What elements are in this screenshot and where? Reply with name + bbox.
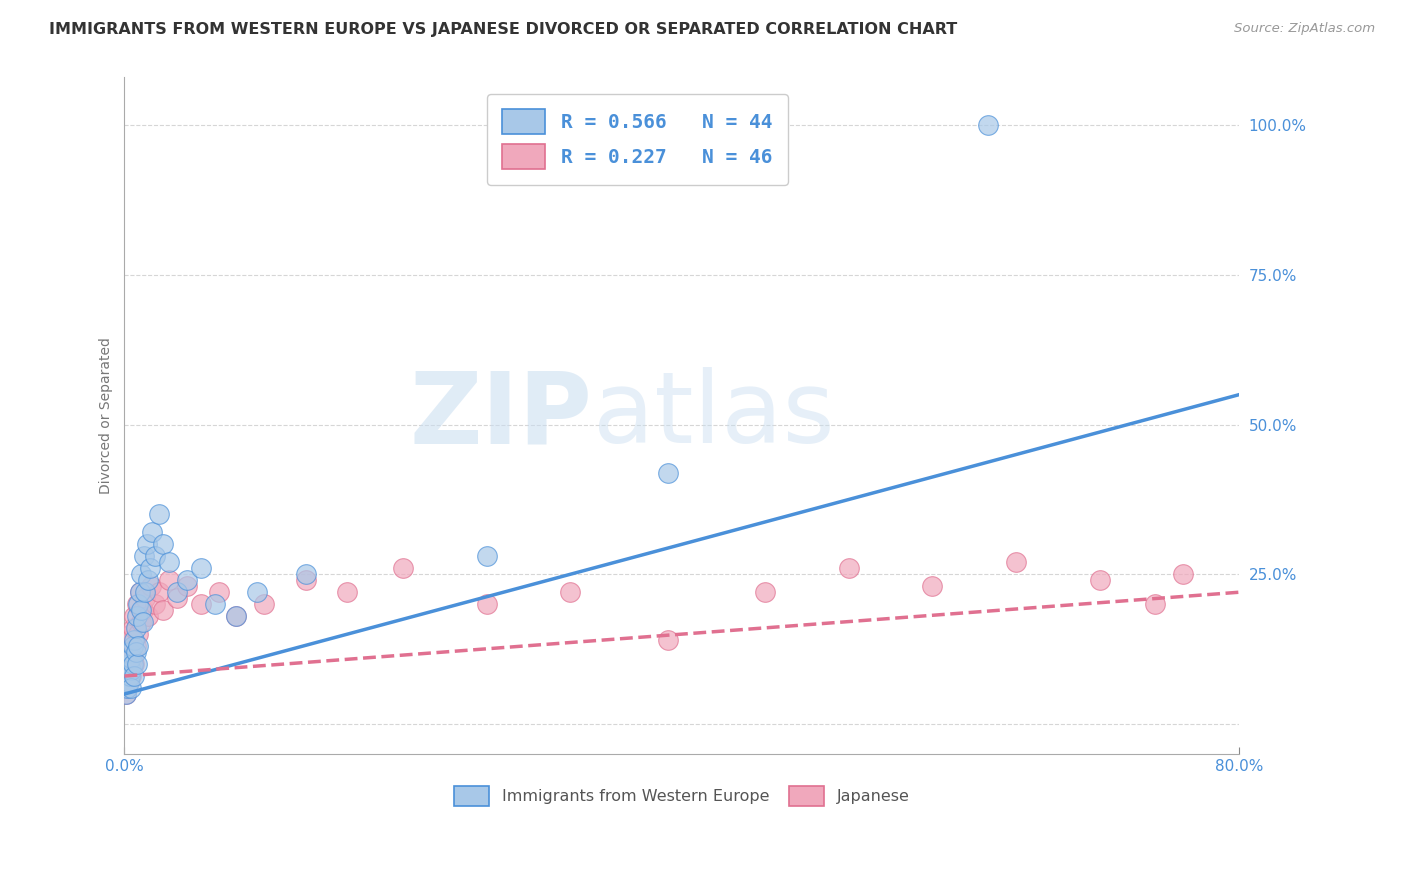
Point — [157, 555, 180, 569]
Point — [118, 633, 141, 648]
Point — [121, 621, 143, 635]
Point — [977, 119, 1000, 133]
Point — [124, 639, 146, 653]
Point — [157, 574, 180, 588]
Text: ZIP: ZIP — [409, 368, 592, 464]
Point — [1144, 597, 1167, 611]
Point — [190, 597, 212, 611]
Point — [838, 561, 860, 575]
Point — [657, 633, 679, 648]
Point — [148, 508, 170, 522]
Text: atlas: atlas — [592, 368, 834, 464]
Point — [143, 597, 166, 611]
Point — [1173, 567, 1195, 582]
Point — [139, 579, 162, 593]
Point — [135, 537, 157, 551]
Point — [152, 603, 174, 617]
Point — [134, 591, 156, 606]
Point — [120, 651, 142, 665]
Point — [121, 657, 143, 671]
Point — [136, 574, 159, 588]
Point — [124, 645, 146, 659]
Point — [125, 609, 148, 624]
Point — [190, 561, 212, 575]
Point — [118, 663, 141, 677]
Point — [127, 639, 149, 653]
Point — [336, 585, 359, 599]
Point — [120, 681, 142, 695]
Point — [128, 585, 150, 599]
Point — [129, 567, 152, 582]
Point — [118, 645, 141, 659]
Point — [166, 585, 188, 599]
Point — [122, 633, 145, 648]
Point — [120, 669, 142, 683]
Point — [115, 669, 138, 683]
Point — [225, 609, 247, 624]
Point — [141, 525, 163, 540]
Point — [560, 585, 582, 599]
Point — [125, 597, 148, 611]
Point — [143, 549, 166, 564]
Point — [117, 657, 139, 671]
Point — [121, 651, 143, 665]
Point — [134, 585, 156, 599]
Text: IMMIGRANTS FROM WESTERN EUROPE VS JAPANESE DIVORCED OR SEPARATED CORRELATION CHA: IMMIGRANTS FROM WESTERN EUROPE VS JAPANE… — [49, 22, 957, 37]
Point — [246, 585, 269, 599]
Point — [208, 585, 231, 599]
Point — [392, 561, 415, 575]
Point — [225, 609, 247, 624]
Y-axis label: Divorced or Separated: Divorced or Separated — [100, 337, 114, 494]
Point — [129, 615, 152, 629]
Point — [115, 687, 138, 701]
Point — [120, 627, 142, 641]
Point — [118, 657, 141, 671]
Point — [122, 609, 145, 624]
Point — [127, 627, 149, 641]
Point — [176, 574, 198, 588]
Point — [1005, 555, 1028, 569]
Point — [253, 597, 276, 611]
Point — [131, 603, 153, 617]
Point — [125, 657, 148, 671]
Point — [124, 621, 146, 635]
Point — [1088, 574, 1111, 588]
Point — [127, 597, 149, 611]
Point — [166, 591, 188, 606]
Point — [121, 639, 143, 653]
Text: Source: ZipAtlas.com: Source: ZipAtlas.com — [1234, 22, 1375, 36]
Point — [128, 585, 150, 599]
Point — [120, 663, 142, 677]
Point — [129, 603, 152, 617]
Point — [118, 675, 141, 690]
Point — [754, 585, 776, 599]
Point — [122, 657, 145, 671]
Point — [138, 561, 160, 575]
Point — [118, 675, 141, 690]
Point — [657, 466, 679, 480]
Point — [475, 549, 498, 564]
Point — [204, 597, 226, 611]
Point — [294, 574, 316, 588]
Point — [152, 537, 174, 551]
Point — [115, 687, 138, 701]
Point — [118, 645, 141, 659]
Point — [131, 615, 153, 629]
Point — [148, 585, 170, 599]
Point — [117, 681, 139, 695]
Point — [118, 669, 141, 683]
Legend: Immigrants from Western Europe, Japanese: Immigrants from Western Europe, Japanese — [446, 778, 917, 814]
Point — [136, 609, 159, 624]
Point — [117, 681, 139, 695]
Point — [294, 567, 316, 582]
Point — [117, 669, 139, 683]
Point — [132, 549, 155, 564]
Point — [475, 597, 498, 611]
Point — [921, 579, 943, 593]
Point — [176, 579, 198, 593]
Point — [122, 669, 145, 683]
